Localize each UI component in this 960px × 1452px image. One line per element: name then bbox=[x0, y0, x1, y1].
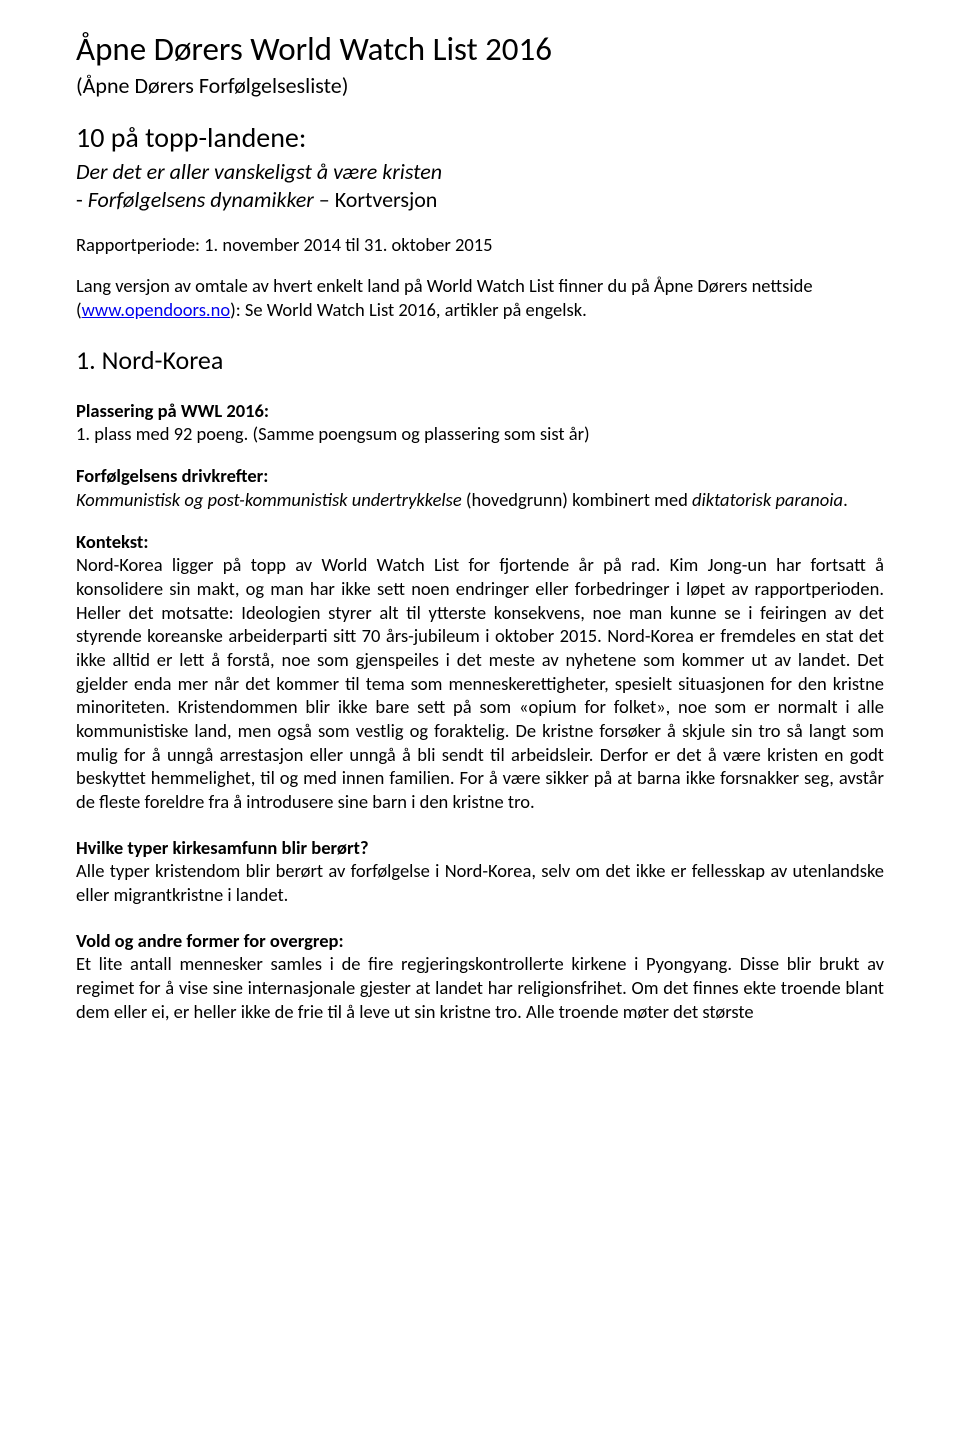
long-version-note: Lang versjon av omtale av hvert enkelt l… bbox=[76, 274, 884, 321]
document-title: Åpne Dørers World Watch List 2016 bbox=[76, 28, 884, 70]
placement-label: Plassering på WWL 2016: bbox=[76, 399, 884, 423]
placement-text: 1. plass med 92 poeng. (Samme poengsum o… bbox=[76, 422, 884, 446]
intro-dynamics: Forfølgelsens dynamikker bbox=[88, 186, 314, 213]
drivers-label: Forfølgelsens drivkrefter: bbox=[76, 464, 884, 488]
context-body: Nord-Korea ligger på topp av World Watch… bbox=[76, 553, 884, 813]
country-heading: 1. Nord-Korea bbox=[76, 344, 884, 377]
long-version-post: ): Se World Watch List 2016, artikler på… bbox=[230, 298, 587, 321]
intro-suffix: – Kortversjon bbox=[314, 186, 438, 213]
drivers-mid: (hovedgrunn) kombinert med bbox=[462, 488, 692, 511]
drivers-italic-2: diktatorisk paranoia bbox=[692, 488, 843, 511]
drivers-italic-1: Kommunistisk og post-kommunistisk undert… bbox=[76, 488, 462, 511]
document-subtitle: (Åpne Dørers Forfølgelsesliste) bbox=[76, 72, 884, 100]
church-label: Hvilke typer kirkesamfunn blir berørt? bbox=[76, 836, 884, 860]
intro-tagline: Der det er aller vanskeligst å være kris… bbox=[76, 158, 884, 186]
church-body: Alle typer kristendom blir berørt av for… bbox=[76, 859, 884, 906]
drivers-end: . bbox=[843, 488, 848, 511]
report-period: Rapportperiode: 1. november 2014 til 31.… bbox=[76, 233, 884, 257]
violence-label: Vold og andre former for overgrep: bbox=[76, 929, 884, 953]
intro-subline: - Forfølgelsens dynamikker – Kortversjon bbox=[76, 186, 884, 214]
top-countries-heading: 10 på topp-landene: bbox=[76, 120, 884, 156]
document-page: Åpne Dørers World Watch List 2016 (Åpne … bbox=[0, 0, 960, 1452]
violence-body: Et lite antall mennesker samles i de fir… bbox=[76, 952, 884, 1023]
intro-prefix: - bbox=[76, 186, 88, 213]
drivers-text: Kommunistisk og post-kommunistisk undert… bbox=[76, 488, 884, 512]
violence-part-1: Et lite antall mennesker samles i de fir… bbox=[76, 952, 740, 975]
context-label: Kontekst: bbox=[76, 530, 884, 554]
opendoors-link[interactable]: www.opendoors.no bbox=[82, 298, 230, 321]
context-part-1: Nord-Korea ligger på topp av World Watch… bbox=[76, 553, 884, 718]
